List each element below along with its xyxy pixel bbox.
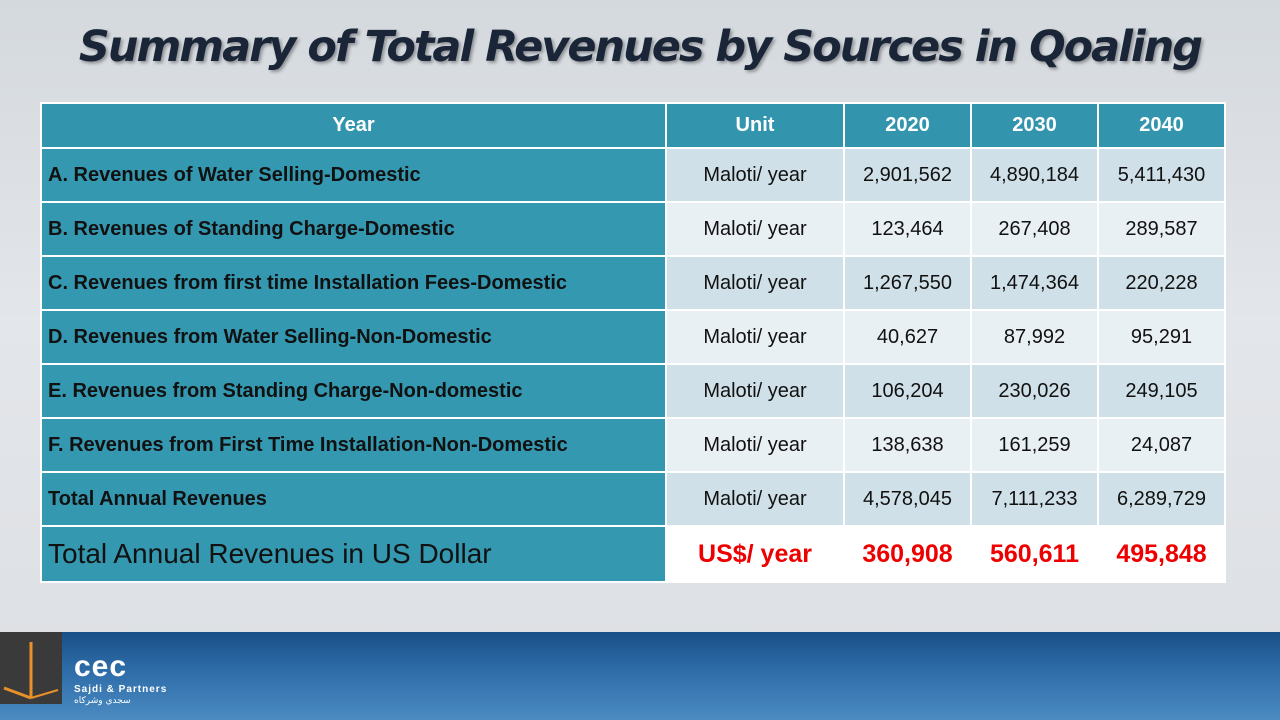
value-2020: 360,908	[843, 525, 972, 583]
header-2040: 2040	[1097, 102, 1226, 149]
value-2040: 249,105	[1097, 363, 1226, 419]
slide-title: Summary of Total Revenues by Sources in …	[78, 22, 1203, 72]
header-year: Year	[40, 102, 667, 149]
header-unit: Unit	[665, 102, 845, 149]
row-label: Total Annual Revenues in US Dollar	[40, 525, 667, 583]
logo-arabic: سجدي وشركاه	[74, 696, 131, 706]
revenue-table: Year Unit 2020 2030 2040 A. Revenues of …	[40, 102, 1226, 583]
row-label: B. Revenues of Standing Charge-Domestic	[40, 201, 667, 257]
row-unit: Maloti/ year	[665, 309, 845, 365]
value-2040: 6,289,729	[1097, 471, 1226, 527]
value-2040: 289,587	[1097, 201, 1226, 257]
total-usd-row: Total Annual Revenues in US Dollar US$/ …	[40, 525, 1226, 583]
value-2030: 230,026	[970, 363, 1099, 419]
table-row: D. Revenues from Water Selling-Non-Domes…	[40, 309, 1226, 365]
value-2030: 4,890,184	[970, 147, 1099, 203]
value-2020: 2,901,562	[843, 147, 972, 203]
table-row: B. Revenues of Standing Charge-Domestic …	[40, 201, 1226, 257]
logo-subtitle: Sajdi & Partners	[74, 684, 168, 695]
row-unit: US$/ year	[665, 525, 845, 583]
row-unit: Maloti/ year	[665, 363, 845, 419]
row-unit: Maloti/ year	[665, 201, 845, 257]
value-2020: 138,638	[843, 417, 972, 473]
company-logo: cec Sajdi & Partners سجدي وشركاه	[74, 650, 168, 707]
header-2030: 2030	[970, 102, 1099, 149]
logo-main-text: cec	[74, 650, 128, 683]
row-label: Total Annual Revenues	[40, 471, 667, 527]
table-header-row: Year Unit 2020 2030 2040	[40, 102, 1226, 149]
value-2020: 40,627	[843, 309, 972, 365]
row-unit: Maloti/ year	[665, 471, 845, 527]
value-2020: 4,578,045	[843, 471, 972, 527]
row-label: E. Revenues from Standing Charge-Non-dom…	[40, 363, 667, 419]
table-row: F. Revenues from First Time Installation…	[40, 417, 1226, 473]
row-unit: Maloti/ year	[665, 255, 845, 311]
value-2030: 1,474,364	[970, 255, 1099, 311]
value-2040: 24,087	[1097, 417, 1226, 473]
logo-mark-icon	[3, 642, 59, 700]
row-label: C. Revenues from first time Installation…	[40, 255, 667, 311]
row-unit: Maloti/ year	[665, 147, 845, 203]
value-2040: 495,848	[1097, 525, 1226, 583]
value-2030: 87,992	[970, 309, 1099, 365]
value-2030: 7,111,233	[970, 471, 1099, 527]
table-row: A. Revenues of Water Selling-Domestic Ma…	[40, 147, 1226, 203]
value-2040: 5,411,430	[1097, 147, 1226, 203]
header-2020: 2020	[843, 102, 972, 149]
row-label: D. Revenues from Water Selling-Non-Domes…	[40, 309, 667, 365]
row-label: A. Revenues of Water Selling-Domestic	[40, 147, 667, 203]
value-2040: 220,228	[1097, 255, 1226, 311]
logo-emblem	[0, 632, 62, 704]
value-2030: 267,408	[970, 201, 1099, 257]
value-2040: 95,291	[1097, 309, 1226, 365]
value-2020: 123,464	[843, 201, 972, 257]
value-2020: 1,267,550	[843, 255, 972, 311]
row-unit: Maloti/ year	[665, 417, 845, 473]
value-2030: 560,611	[970, 525, 1099, 583]
total-row: Total Annual Revenues Maloti/ year 4,578…	[40, 471, 1226, 527]
value-2030: 161,259	[970, 417, 1099, 473]
row-label: F. Revenues from First Time Installation…	[40, 417, 667, 473]
footer-band	[0, 632, 1280, 720]
value-2020: 106,204	[843, 363, 972, 419]
table-row: E. Revenues from Standing Charge-Non-dom…	[40, 363, 1226, 419]
table-row: C. Revenues from first time Installation…	[40, 255, 1226, 311]
